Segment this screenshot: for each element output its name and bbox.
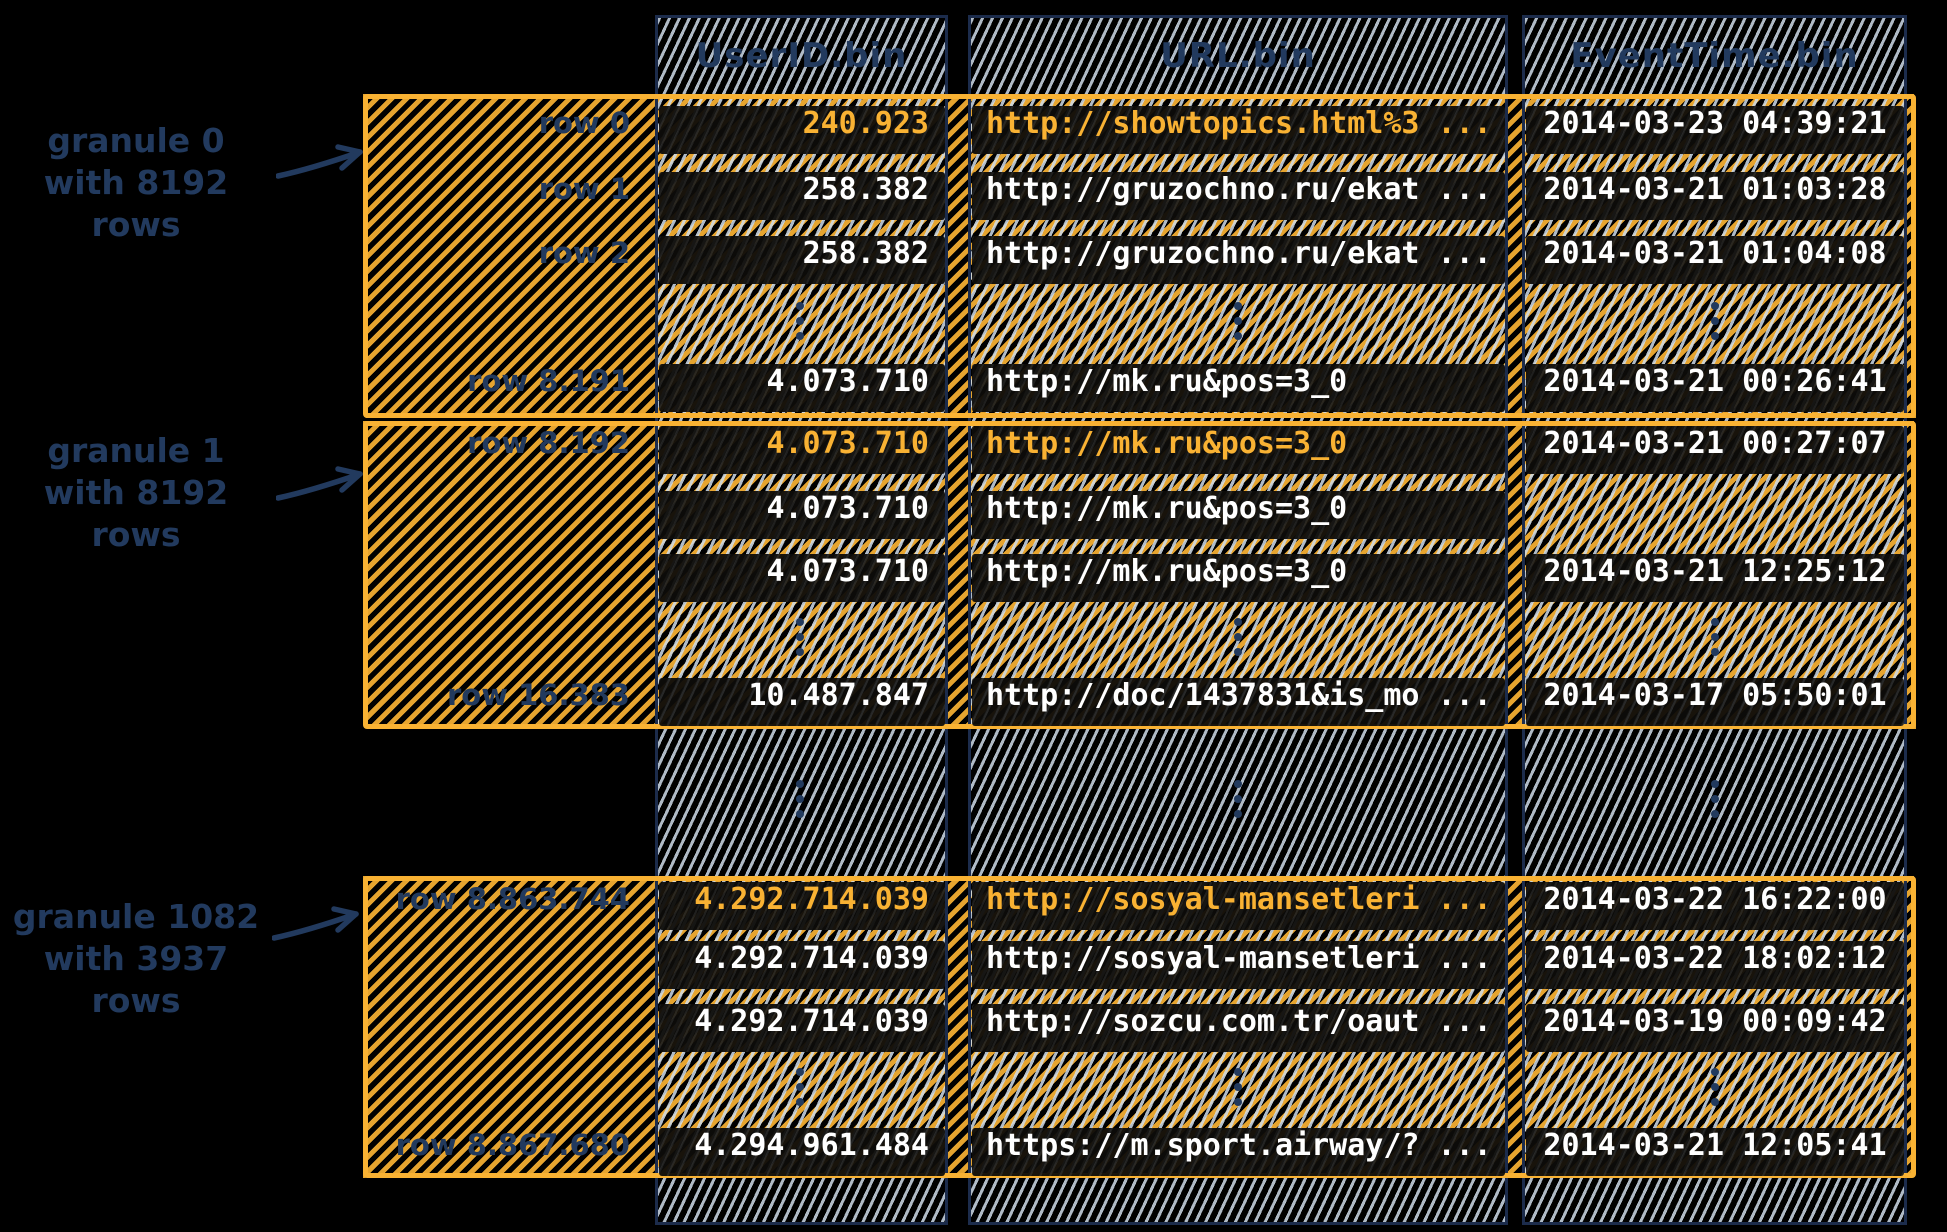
userid-bin-header: UserID.bin <box>695 36 908 76</box>
eventtime-cell: 2014-03-21 12:05:41 <box>1526 1128 1904 1176</box>
ellipsis-icon <box>1711 618 1719 626</box>
url-cell: http://doc/1437831&is_mo ... <box>972 678 1505 726</box>
url-cell: http://gruzochno.ru/ekat ... <box>972 172 1505 220</box>
url-cell: http://mk.ru&pos=3_0 <box>972 491 1505 539</box>
eventtime-cell: 2014-03-21 00:26:41 <box>1526 364 1904 412</box>
granule-1-annotation: granule 1 with 8192 rows <box>0 430 272 556</box>
ellipsis-icon <box>1234 780 1242 788</box>
userid-cell: 4.073.710 <box>659 364 945 412</box>
granule-0-annotation-line2: with 8192 rows <box>43 163 229 244</box>
eventtime-cell: 2014-03-21 12:25:12 <box>1526 554 1904 602</box>
url-cell: http://gruzochno.ru/ekat ... <box>972 236 1505 284</box>
eventtime-cell: 2014-03-23 04:39:21 <box>1526 106 1904 154</box>
url-cell: http://sosyal-mansetleri ... <box>972 941 1505 989</box>
ellipsis-icon <box>796 780 804 788</box>
ellipsis-icon <box>1234 1068 1242 1076</box>
granule-1-box <box>363 421 1916 729</box>
arrow-icon <box>276 144 363 179</box>
userid-cell: 258.382 <box>659 172 945 220</box>
userid-cell: 4.292.714.039 <box>659 882 945 930</box>
granule-1-annotation-line2: with 8192 rows <box>43 473 229 554</box>
url-cell: http://sosyal-mansetleri ... <box>972 882 1505 930</box>
arrow-icon <box>272 906 359 941</box>
url-cell: https://m.sport.airway/? ... <box>972 1128 1505 1176</box>
url-cell: http://mk.ru&pos=3_0 <box>972 426 1505 474</box>
ellipsis-icon <box>1234 302 1242 310</box>
ellipsis-icon <box>1711 780 1719 788</box>
url-cell: http://mk.ru&pos=3_0 <box>972 554 1505 602</box>
userid-cell: 4.073.710 <box>659 554 945 602</box>
userid-cell: 10.487.847 <box>659 678 945 726</box>
granule-0-annotation-line1: granule 0 <box>47 121 225 160</box>
granule-1082-annotation: granule 1082 with 3937 rows <box>0 896 272 1022</box>
url-cell: http://showtopics.html%3 ... <box>972 106 1505 154</box>
ellipsis-icon <box>796 302 804 310</box>
granule-0-box <box>363 94 1916 418</box>
eventtime-cell: 2014-03-17 05:50:01 <box>1526 678 1904 726</box>
row-label: row 0 <box>538 106 630 140</box>
ellipsis-icon <box>1711 302 1719 310</box>
userid-cell: 4.292.714.039 <box>659 941 945 989</box>
granule-1082-annotation-line2: with 3937 rows <box>43 939 229 1020</box>
row-label: row 8.191 <box>467 364 630 398</box>
eventtime-bin-header: EventTime.bin <box>1570 36 1859 76</box>
row-label: row 8.863.744 <box>395 882 630 916</box>
eventtime-cell: 2014-03-21 00:27:07 <box>1526 426 1904 474</box>
ellipsis-icon <box>1234 618 1242 626</box>
row-label: row 2 <box>538 236 630 270</box>
userid-cell: 4.294.961.484 <box>659 1128 945 1176</box>
row-label: row 8.192 <box>467 426 630 460</box>
row-label: row 8.867.680 <box>395 1128 630 1162</box>
granule-0-annotation: granule 0 with 8192 rows <box>0 120 272 246</box>
eventtime-cell: 2014-03-21 01:04:08 <box>1526 236 1904 284</box>
userid-cell: 4.292.714.039 <box>659 1004 945 1052</box>
url-cell: http://mk.ru&pos=3_0 <box>972 364 1505 412</box>
ellipsis-icon <box>1711 1068 1719 1076</box>
userid-cell: 258.382 <box>659 236 945 284</box>
eventtime-cell: 2014-03-22 18:02:12 <box>1526 941 1904 989</box>
granule-1-annotation-line1: granule 1 <box>47 431 225 470</box>
url-cell: http://sozcu.com.tr/oaut ... <box>972 1004 1505 1052</box>
granule-1082-annotation-line1: granule 1082 <box>12 897 260 936</box>
row-label: row 1 <box>538 172 630 206</box>
url-bin-header: URL.bin <box>1160 36 1316 76</box>
ellipsis-icon <box>796 1068 804 1076</box>
arrow-icon <box>276 466 363 501</box>
userid-cell: 4.073.710 <box>659 491 945 539</box>
userid-cell: 240.923 <box>659 106 945 154</box>
row-label: row 16.383 <box>446 678 630 712</box>
eventtime-cell: 2014-03-22 16:22:00 <box>1526 882 1904 930</box>
eventtime-cell: 2014-03-19 00:09:42 <box>1526 1004 1904 1052</box>
eventtime-cell: 2014-03-21 01:03:28 <box>1526 172 1904 220</box>
userid-cell: 4.073.710 <box>659 426 945 474</box>
ellipsis-icon <box>796 618 804 626</box>
